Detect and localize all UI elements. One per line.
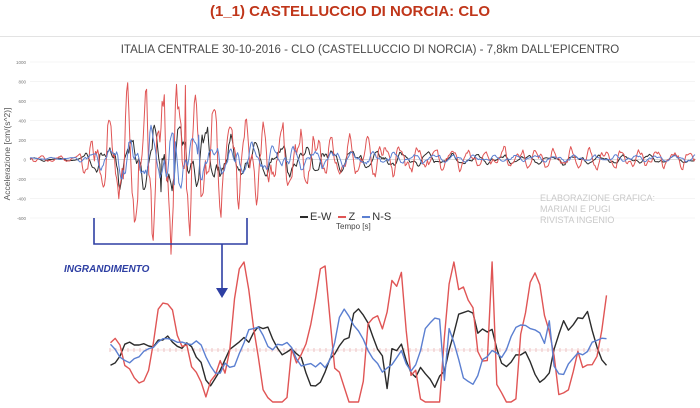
legend-swatch-z bbox=[338, 216, 347, 218]
legend-label-ns: N-S bbox=[372, 211, 392, 223]
zoom-label: INGRANDIMENTO bbox=[64, 264, 150, 275]
chart-frame bbox=[0, 36, 700, 239]
legend-swatch-ew bbox=[300, 216, 308, 218]
legend-label-z: Z bbox=[348, 211, 356, 223]
y-tick-label: 600 bbox=[18, 99, 26, 104]
credits: ELABORAZIONE GRAFICA: MARIANI E PUGI RIV… bbox=[540, 193, 690, 226]
legend-label-ew: E-W bbox=[310, 211, 332, 223]
credits-line-3: RIVISTA INGENIO bbox=[540, 215, 615, 225]
chart-title: ITALIA CENTRALE 30-10-2016 - CLO (CASTEL… bbox=[120, 44, 620, 56]
y-tick-label: -200 bbox=[17, 177, 27, 182]
y-tick-label: 1000 bbox=[16, 60, 27, 65]
y-tick-label: -600 bbox=[17, 216, 27, 221]
credits-line-2: MARIANI E PUGI bbox=[540, 204, 611, 214]
series-line-n-s bbox=[29, 124, 696, 189]
legend: E-W Z N-S bbox=[300, 211, 395, 225]
legend-item-z: Z bbox=[338, 211, 355, 223]
y-tick-label: -400 bbox=[17, 197, 27, 202]
zoom-series-line-e-w bbox=[110, 308, 608, 390]
legend-swatch-ns bbox=[362, 216, 371, 218]
y-tick-label: 200 bbox=[18, 138, 26, 143]
legend-item-ns: N-S bbox=[362, 211, 391, 223]
y-tick-label: 0 bbox=[23, 158, 26, 163]
credits-line-1: ELABORAZIONE GRAFICA: bbox=[540, 193, 656, 203]
page-title: (1_1) CASTELLUCCIO DI NORCIA: CLO bbox=[209, 3, 490, 20]
y-tick-label: 800 bbox=[18, 80, 26, 85]
zoom-series-line-n-s bbox=[109, 308, 607, 385]
zoom-series-line-z bbox=[110, 261, 608, 403]
zoom-arrow-head bbox=[216, 288, 228, 298]
y-tick-label: 400 bbox=[18, 119, 26, 124]
x-axis-label: Tempo [s] bbox=[336, 222, 371, 231]
zoom-bracket bbox=[93, 218, 248, 245]
legend-item-ew: E-W bbox=[300, 211, 331, 223]
